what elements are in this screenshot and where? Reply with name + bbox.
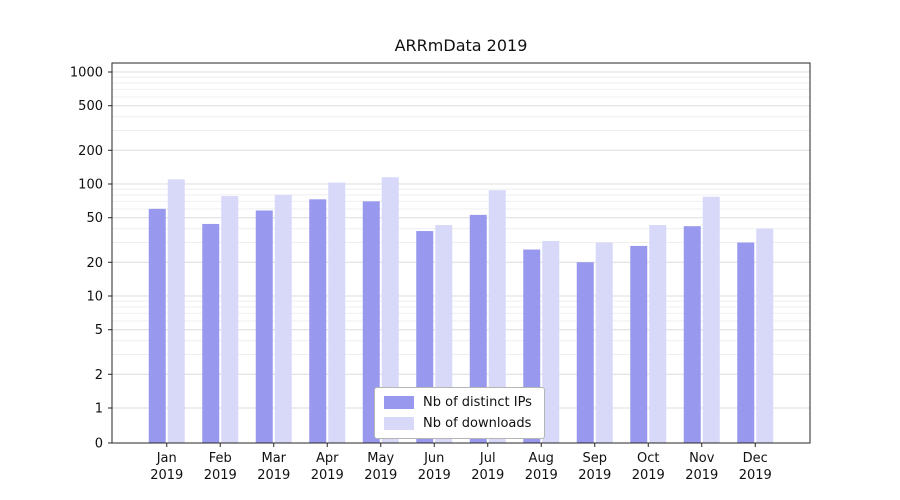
legend-label-downloads: Nb of downloads [423, 416, 532, 431]
svg-text:2019: 2019 [578, 468, 611, 483]
svg-text:1000: 1000 [70, 66, 103, 81]
svg-text:Aug: Aug [529, 451, 554, 466]
svg-text:Jul: Jul [479, 451, 496, 466]
legend-item-distinct-ips: Nb of distinct IPs [384, 395, 532, 410]
svg-text:2019: 2019 [364, 468, 397, 483]
svg-text:200: 200 [78, 144, 103, 159]
svg-text:Feb: Feb [209, 451, 232, 466]
svg-text:Dec: Dec [743, 451, 768, 466]
legend-swatch-distinct-ips [384, 396, 414, 409]
svg-text:100: 100 [78, 178, 103, 193]
svg-text:2019: 2019 [257, 468, 290, 483]
svg-text:2019: 2019 [739, 468, 772, 483]
svg-text:2019: 2019 [204, 468, 237, 483]
svg-text:2: 2 [95, 368, 103, 383]
svg-text:2019: 2019 [418, 468, 451, 483]
svg-text:Jun: Jun [423, 451, 444, 466]
svg-text:2019: 2019 [311, 468, 344, 483]
svg-text:20: 20 [86, 256, 103, 271]
svg-text:Mar: Mar [261, 451, 286, 466]
svg-text:Nov: Nov [689, 451, 715, 466]
svg-text:0: 0 [95, 437, 103, 452]
svg-text:2019: 2019 [632, 468, 665, 483]
svg-text:Oct: Oct [637, 451, 659, 466]
svg-text:Sep: Sep [582, 451, 607, 466]
svg-text:500: 500 [78, 99, 103, 114]
svg-text:2019: 2019 [685, 468, 718, 483]
svg-text:2019: 2019 [150, 468, 183, 483]
legend: Nb of distinct IPs Nb of downloads [374, 387, 545, 439]
chart-title: ARRmData 2019 [394, 36, 528, 55]
svg-text:10: 10 [86, 290, 103, 305]
svg-text:Apr: Apr [316, 451, 339, 466]
legend-swatch-downloads [384, 417, 414, 430]
svg-text:2019: 2019 [525, 468, 558, 483]
svg-text:Jan: Jan [156, 451, 177, 466]
svg-text:50: 50 [86, 211, 103, 226]
legend-item-downloads: Nb of downloads [384, 416, 532, 431]
svg-text:May: May [367, 451, 394, 466]
svg-text:1: 1 [95, 402, 103, 417]
svg-text:2019: 2019 [471, 468, 504, 483]
svg-text:5: 5 [95, 323, 103, 338]
legend-label-distinct-ips: Nb of distinct IPs [423, 395, 532, 410]
